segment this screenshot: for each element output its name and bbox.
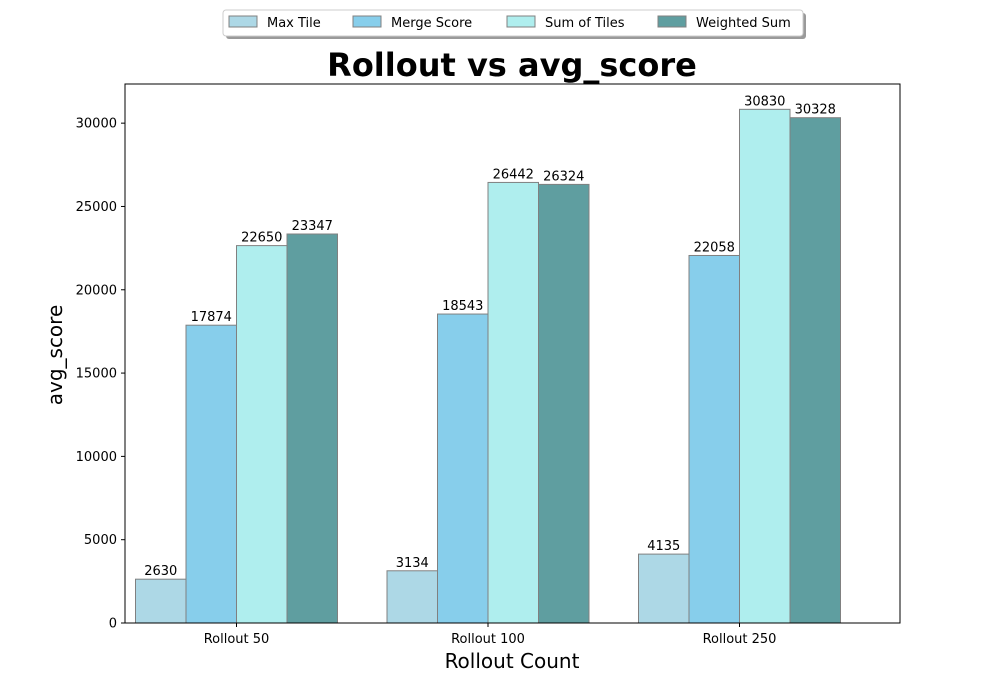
y-tick-label: 15000 [76, 367, 117, 382]
legend-swatch [352, 15, 382, 28]
bar [487, 181, 539, 624]
x-axis-title: Rollout Count [445, 649, 580, 673]
x-tick-label: Rollout 250 [703, 632, 777, 647]
bar-value-label: 26324 [543, 169, 584, 184]
y-tick-label: 10000 [76, 450, 117, 465]
bar-value-label: 26442 [493, 167, 534, 182]
plot-frame [124, 83, 901, 624]
plot-area: 2630 3134 4135 17874 18543 22058 22650 26442 308… [76, 83, 901, 647]
bar [638, 553, 690, 624]
legend-label: Sum of Tiles [545, 16, 625, 31]
legend: Max Tile Merge Score Sum of Tiles Weighted … [222, 9, 806, 39]
bar-value-label: 18543 [442, 299, 483, 314]
bar-value-label: 30830 [744, 94, 785, 109]
y-axis-title: avg_score [43, 305, 67, 406]
bar [135, 578, 187, 624]
bar-value-label: 17874 [191, 310, 232, 325]
bar [236, 245, 288, 624]
y-tick-label: 0 [109, 617, 117, 632]
bar [789, 117, 841, 624]
bar [538, 183, 590, 624]
legend-label: Max Tile [267, 16, 321, 31]
y-tick-label: 30000 [76, 117, 117, 132]
legend-label: Merge Score [391, 16, 472, 31]
legend-swatch [506, 15, 536, 28]
y-tick-label: 25000 [76, 200, 117, 215]
legend-swatch [228, 15, 258, 28]
bar [437, 313, 489, 624]
bar-value-label: 30328 [795, 103, 836, 118]
bar [185, 324, 237, 624]
legend-label: Weighted Sum [696, 16, 791, 31]
y-tick-label: 5000 [84, 533, 117, 548]
bar-value-label: 23347 [292, 219, 333, 234]
bar-value-label: 4135 [647, 539, 680, 554]
chart-title: Rollout vs avg_score [327, 46, 697, 84]
bar-value-label: 22650 [241, 231, 282, 246]
legend-items: Max Tile Merge Score Sum of Tiles Weighted … [228, 15, 791, 31]
bar-value-label: 22058 [694, 240, 735, 255]
bar [386, 570, 438, 624]
bar-value-label: 2630 [144, 564, 177, 579]
bar [739, 108, 791, 624]
x-tick-label: Rollout 50 [204, 632, 270, 647]
bar [286, 233, 338, 624]
bar [688, 254, 740, 624]
y-tick-label: 20000 [76, 283, 117, 298]
legend-swatch [657, 15, 687, 28]
bar-value-label: 3134 [396, 556, 429, 571]
x-tick-label: Rollout 100 [451, 632, 525, 647]
